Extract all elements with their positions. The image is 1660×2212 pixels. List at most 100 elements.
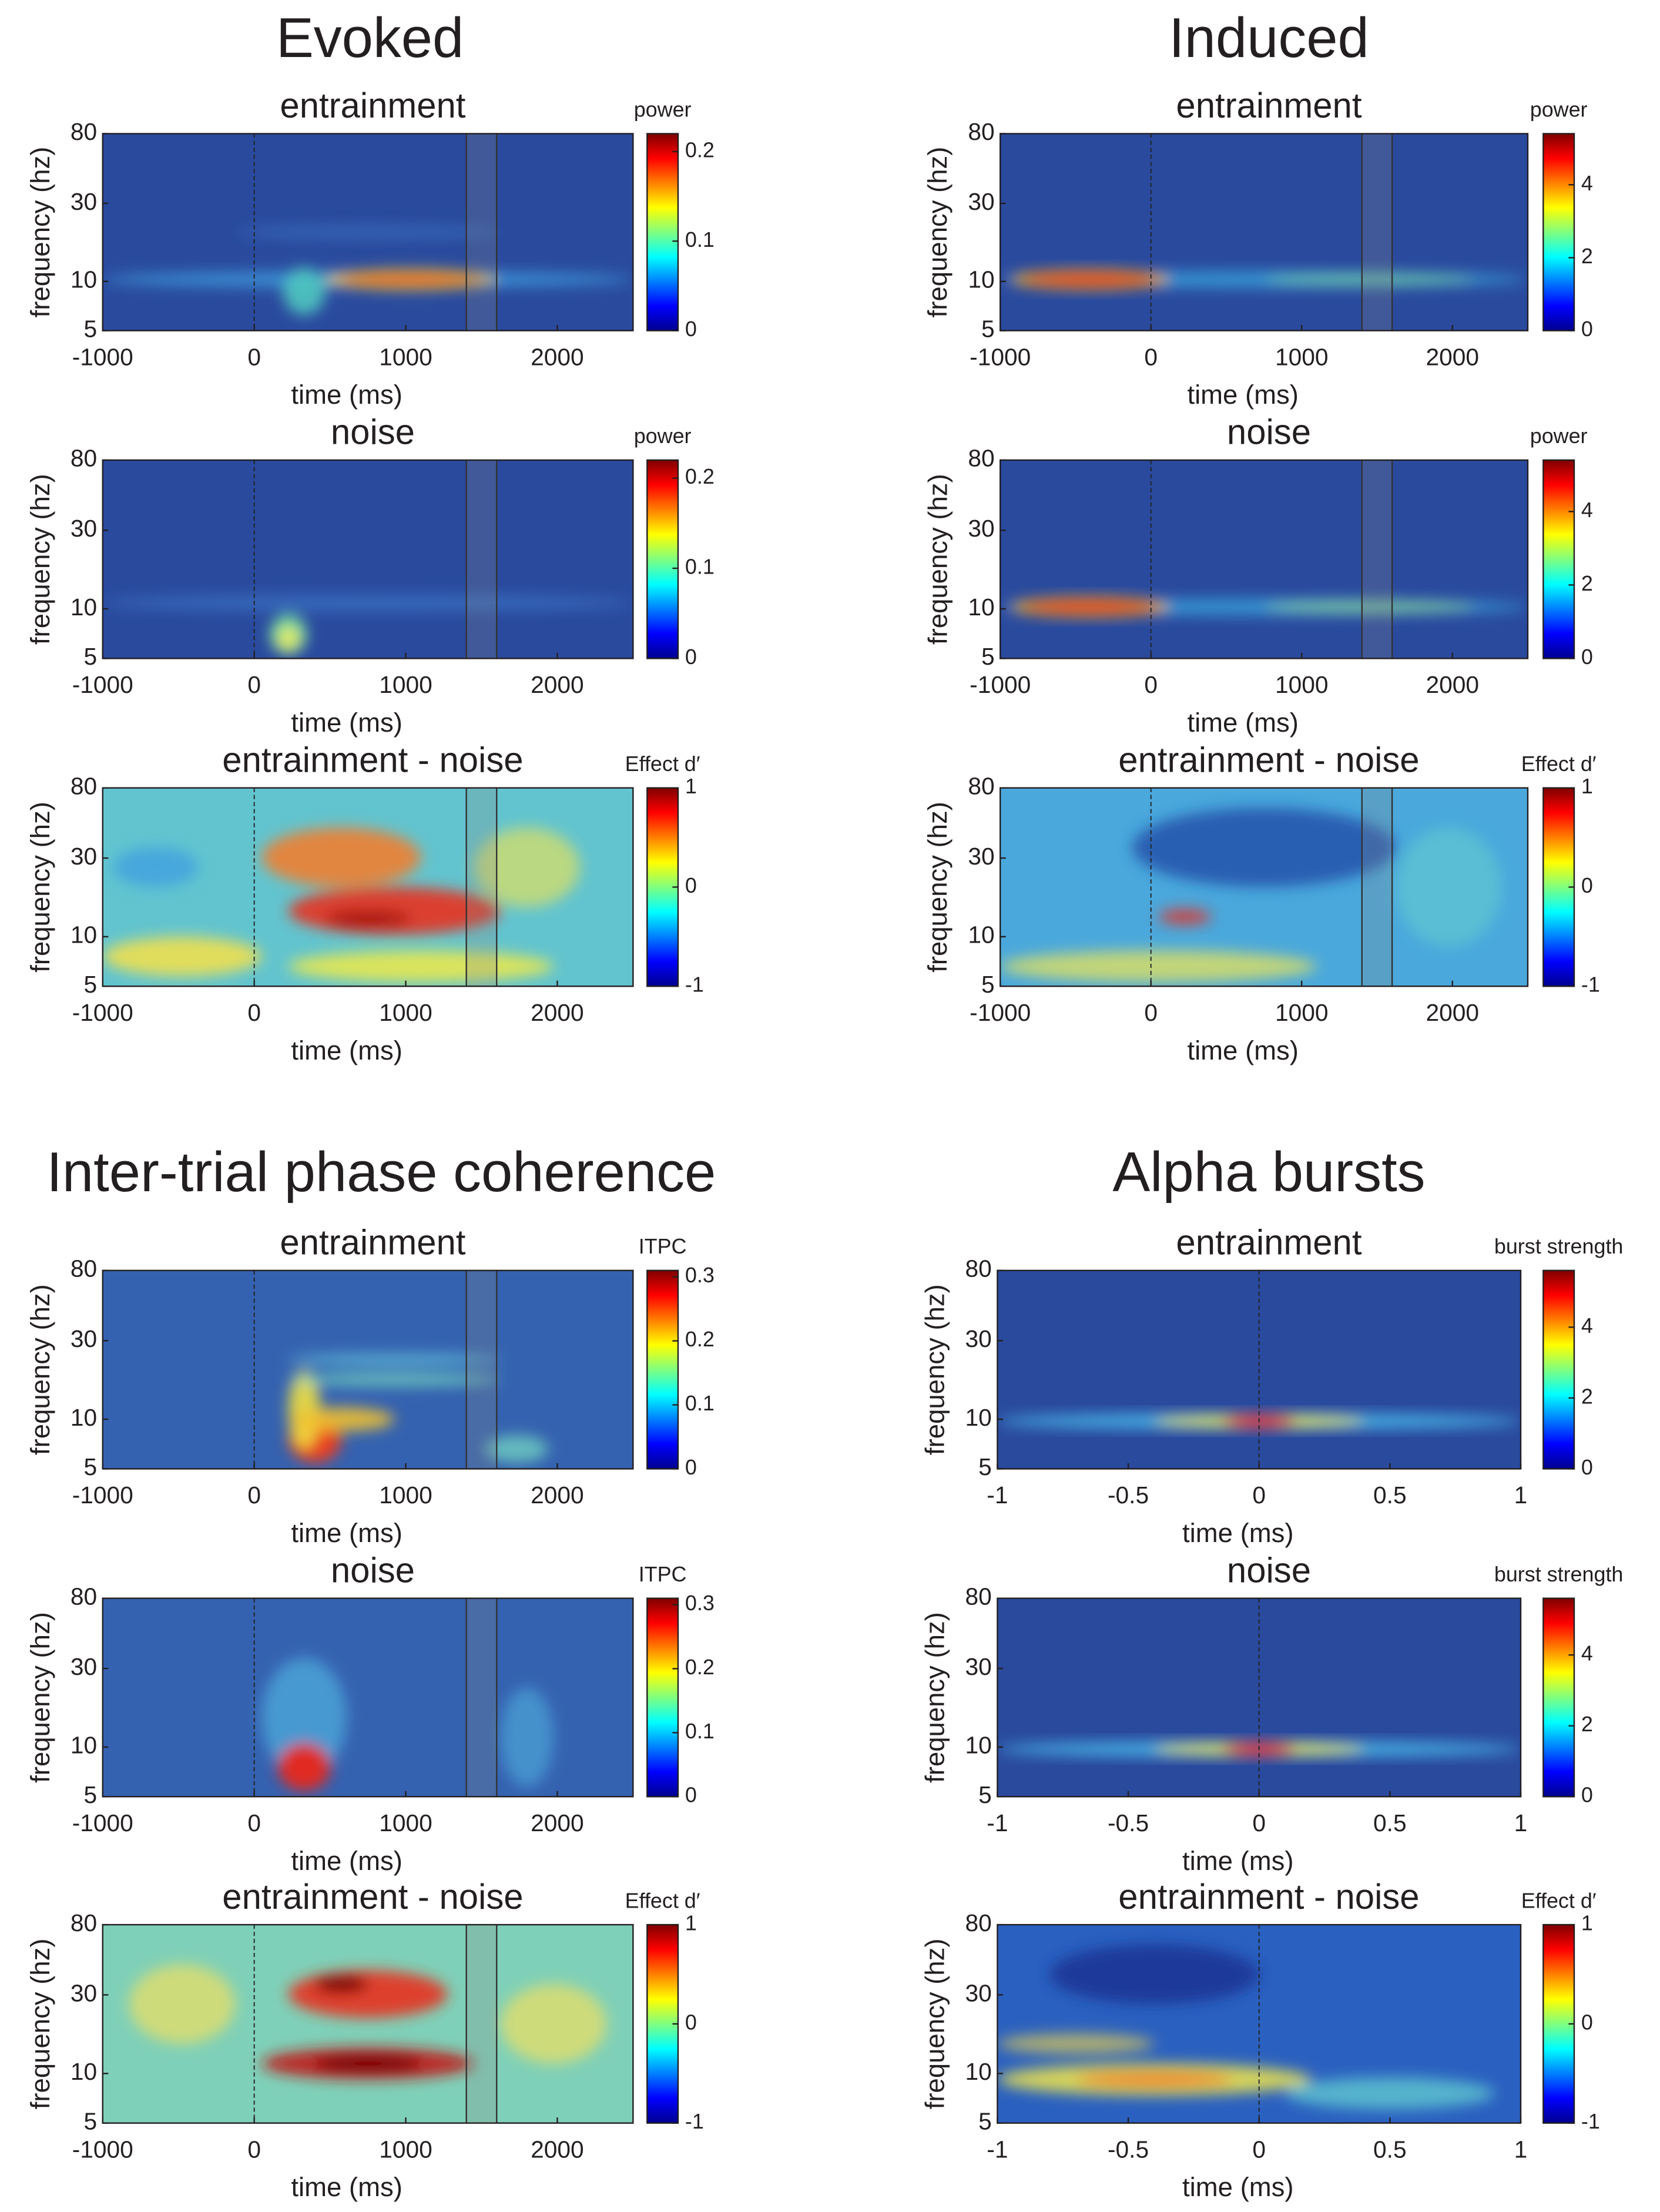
heatmap-blob bbox=[325, 910, 411, 927]
y-tick-label: 10 bbox=[965, 1404, 992, 1431]
x-tick-label: 2000 bbox=[531, 999, 584, 1026]
x-tick-label: 1 bbox=[1514, 1482, 1528, 1509]
heatmap bbox=[102, 133, 633, 331]
x-tick-label: -1000 bbox=[72, 1809, 133, 1836]
colorbar bbox=[1542, 133, 1575, 331]
colorbar-tick-label: -1 bbox=[685, 973, 704, 997]
y-tick-label: 30 bbox=[71, 1979, 97, 2006]
y-axis-label: frequency (hz) bbox=[25, 1939, 55, 2110]
panel-title: entrainment - noise bbox=[1118, 1877, 1419, 1916]
colorbar-tick-label: 0 bbox=[1581, 317, 1593, 341]
y-tick-label: 10 bbox=[71, 1732, 97, 1759]
panel-title: noise bbox=[331, 413, 415, 452]
x-tick-label: 0 bbox=[1252, 2136, 1266, 2163]
heatmap bbox=[1000, 133, 1528, 331]
colorbar-tick-label: 2 bbox=[1581, 1712, 1593, 1736]
x-axis-label: time (ms) bbox=[1187, 708, 1298, 738]
colorbar bbox=[646, 1597, 679, 1798]
shaded-band bbox=[466, 1270, 497, 1469]
section-title: Induced bbox=[1169, 6, 1369, 69]
x-axis-label: time (ms) bbox=[1182, 1846, 1293, 1876]
heatmap-blob bbox=[1075, 2071, 1233, 2087]
colorbar-tick-label: 1 bbox=[1581, 774, 1593, 798]
y-tick-label: 5 bbox=[84, 2107, 98, 2134]
y-tick-label: 30 bbox=[965, 1325, 992, 1352]
colorbar-tick-label: 4 bbox=[1581, 1641, 1593, 1665]
panel-title: noise bbox=[1227, 413, 1311, 452]
x-tick-label: 1 bbox=[1514, 2136, 1528, 2163]
heatmap-blob bbox=[1021, 272, 1159, 287]
heatmap-blob bbox=[288, 1373, 501, 1386]
x-tick-label: 1000 bbox=[379, 2136, 432, 2163]
heatmap-texture bbox=[1000, 807, 1502, 983]
plot-frame bbox=[102, 1923, 634, 2124]
colorbar-label: Effect d′ bbox=[1521, 752, 1597, 776]
panel-title: entrainment bbox=[280, 1223, 465, 1262]
y-tick-label: 5 bbox=[981, 643, 995, 670]
heatmap-blob bbox=[261, 827, 421, 887]
heatmap bbox=[997, 1598, 1521, 1797]
shaded-band bbox=[1361, 133, 1393, 331]
heatmap-blob bbox=[997, 2033, 1155, 2054]
x-tick-label: 0 bbox=[247, 343, 261, 370]
x-tick-label: 1000 bbox=[379, 671, 432, 698]
colorbar bbox=[1542, 1597, 1575, 1798]
heatmap-blob bbox=[500, 1984, 607, 2064]
y-tick-label: 10 bbox=[968, 594, 994, 621]
heatmap-texture bbox=[997, 1944, 1495, 2110]
heatmap-blob bbox=[113, 847, 199, 887]
colorbar-tick-label: 0.2 bbox=[685, 1327, 715, 1351]
x-tick-label: -0.5 bbox=[1108, 2136, 1149, 2163]
y-tick-label: 80 bbox=[965, 1255, 992, 1282]
heatmap-background bbox=[102, 1598, 633, 1797]
heatmap-blob bbox=[1000, 950, 1317, 983]
shaded-band bbox=[1361, 460, 1393, 659]
y-tick-label: 30 bbox=[71, 1325, 97, 1352]
panel-title: entrainment bbox=[280, 86, 465, 125]
x-tick-label: 0 bbox=[1252, 1809, 1266, 1836]
y-tick-label: 5 bbox=[978, 1453, 992, 1480]
x-tick-label: 2000 bbox=[1426, 999, 1479, 1026]
heatmap-blob bbox=[1264, 273, 1475, 286]
y-tick-label: 5 bbox=[84, 971, 98, 998]
y-tick-label: 5 bbox=[978, 2107, 992, 2134]
heatmap-background bbox=[1000, 460, 1528, 659]
heatmap-blob bbox=[1264, 601, 1475, 613]
heatmap-blob bbox=[288, 1407, 395, 1432]
x-tick-label: 0.5 bbox=[1373, 2136, 1407, 2163]
y-tick-label: 5 bbox=[84, 315, 98, 342]
x-tick-label: -0.5 bbox=[1108, 1482, 1149, 1509]
heatmap-texture bbox=[129, 1964, 607, 2080]
colorbar-tick-label: 0.1 bbox=[685, 554, 715, 578]
panel-title: entrainment - noise bbox=[1118, 740, 1419, 779]
heatmap-blob bbox=[474, 827, 581, 907]
colorbar-label: power bbox=[634, 424, 692, 448]
heatmap-blob bbox=[1285, 2077, 1495, 2110]
plot-frame bbox=[102, 459, 634, 659]
shaded-band bbox=[466, 133, 497, 331]
y-tick-label: 80 bbox=[965, 1909, 992, 1936]
y-tick-label: 80 bbox=[968, 445, 994, 472]
y-tick-label: 80 bbox=[968, 118, 994, 145]
y-tick-label: 80 bbox=[71, 772, 97, 799]
y-tick-label: 5 bbox=[978, 1781, 992, 1808]
colorbar-tick-label: 4 bbox=[1581, 171, 1593, 195]
y-tick-label: 5 bbox=[84, 1781, 98, 1808]
colorbar-tick-label: 2 bbox=[1581, 244, 1593, 268]
y-tick-label: 30 bbox=[71, 1653, 97, 1680]
heatmap-blob bbox=[1132, 807, 1396, 887]
colorbar-tick-label: 0.2 bbox=[685, 464, 715, 488]
x-tick-label: -1 bbox=[987, 2136, 1008, 2163]
heatmap-background bbox=[102, 460, 633, 659]
colorbar-tick-label: 0.1 bbox=[685, 227, 715, 252]
heatmap bbox=[102, 460, 633, 659]
x-tick-label: 2000 bbox=[531, 343, 584, 370]
colorbar-label: ITPC bbox=[639, 1234, 687, 1258]
y-tick-label: 10 bbox=[71, 594, 97, 621]
